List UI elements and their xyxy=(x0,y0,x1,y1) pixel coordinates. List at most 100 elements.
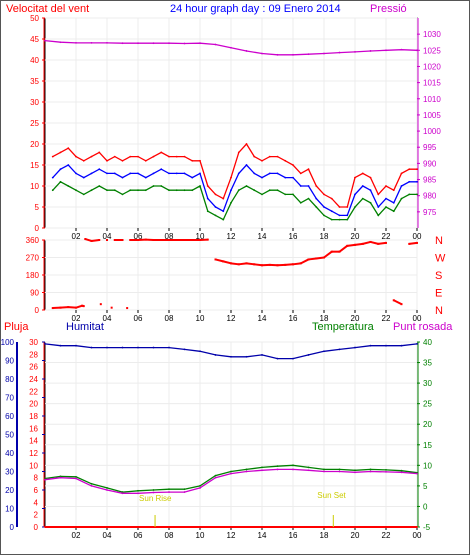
wind-average-line-point xyxy=(392,201,395,204)
wind-speed-line-point xyxy=(377,214,380,217)
wind-speed-tick-label: 35 xyxy=(30,77,39,86)
wind-average-line-point xyxy=(276,172,279,175)
wind-speed-line-point xyxy=(222,218,225,221)
wind-average-line-point xyxy=(315,197,318,200)
rain-tick-label: 0 xyxy=(34,523,39,532)
wind-speed-line-point xyxy=(284,193,287,196)
dewpoint-line-point xyxy=(214,476,217,479)
climate-time-tick-label: 02 xyxy=(72,531,81,540)
climate-time-tick-label: 18 xyxy=(320,531,329,540)
temperature-line-point xyxy=(230,470,232,473)
temperature-line-point xyxy=(338,468,341,471)
wind-average-line-point xyxy=(51,176,54,179)
direction-time-tick-label: 00 xyxy=(413,314,422,323)
humidity-line-point xyxy=(245,355,248,358)
wind-speed-line-point xyxy=(245,185,248,187)
wind-speed-line-point xyxy=(400,197,403,200)
climate-time-tick-label: 10 xyxy=(196,531,205,540)
wind-gust-line-point xyxy=(183,155,186,158)
wind-speed-line-point xyxy=(330,218,333,221)
wind-gust-line-point xyxy=(385,185,387,187)
temperature-tick-label: 40 xyxy=(423,338,432,347)
humidity-line-point xyxy=(261,354,263,356)
wind-gust-line-point xyxy=(222,197,225,200)
temperature-tick-label: 30 xyxy=(423,379,432,388)
dewpoint-line-point xyxy=(75,477,77,480)
pressure-line-point xyxy=(59,41,62,44)
pressure-tick-label: 980 xyxy=(423,192,437,201)
wind-gust-line-point xyxy=(338,206,341,208)
wind-average-line-point xyxy=(330,210,333,213)
temperature-tick-label: 25 xyxy=(423,400,432,409)
pressure-line-point xyxy=(90,41,93,44)
wind-speed-line-point xyxy=(261,193,263,196)
wind-average-line-point xyxy=(168,172,170,175)
dewpoint-line-point xyxy=(292,468,294,471)
humidity-line-point xyxy=(323,350,325,353)
humidity-line-point xyxy=(59,344,62,347)
compass-label: W xyxy=(435,253,446,265)
dewpoint-line-point xyxy=(121,492,124,495)
wind-average-line-point xyxy=(67,164,70,166)
dewpoint-line-point xyxy=(152,491,155,494)
direction-time-tick-label: 14 xyxy=(258,314,267,323)
wind-speed-line-point xyxy=(67,185,70,187)
humidity-line-point xyxy=(276,357,279,360)
direction-run xyxy=(378,241,387,245)
rain-tick-label: 20 xyxy=(29,400,38,409)
pressure-line-point xyxy=(276,53,279,56)
wind-average-line-point xyxy=(369,189,372,192)
climate-time-tick-label: 00 xyxy=(413,531,422,540)
compass-label: N xyxy=(435,305,443,317)
temperature-line-point xyxy=(307,466,310,469)
wind-gust-line-point xyxy=(354,176,356,179)
rain-tick-label: 2 xyxy=(34,511,39,520)
pressure-line-point xyxy=(245,50,248,52)
wind-average-line-point xyxy=(75,172,77,175)
dewpoint-line-point xyxy=(106,489,108,491)
wind-speed-line-point xyxy=(392,210,395,213)
humidity-line-point xyxy=(369,344,372,347)
climate-time-tick-label: 12 xyxy=(227,531,236,540)
wind-time-tick-label: 22 xyxy=(382,232,391,241)
wind-average-line-point xyxy=(90,172,93,175)
wind-speed-tick-label: 30 xyxy=(30,98,39,107)
pressure-line-point xyxy=(369,50,372,52)
wind-speed-line-point xyxy=(361,197,364,200)
wind-speed-line-point xyxy=(129,189,132,192)
temperature-line-point xyxy=(323,468,325,471)
wind-gust-line-point xyxy=(361,172,364,175)
wind-average-line-point xyxy=(199,172,201,175)
wind-average-line-point xyxy=(261,176,263,179)
wind-average-line xyxy=(52,164,417,217)
climate-time-tick-label: 20 xyxy=(351,531,360,540)
direction-run xyxy=(323,250,333,259)
temperature-tick-label: 5 xyxy=(423,482,428,491)
temperature-tick-label: 15 xyxy=(423,441,432,450)
rain-tick-label: 18 xyxy=(29,412,38,421)
humidity-tick-label: 0 xyxy=(10,523,15,532)
wind-average-line-point xyxy=(268,172,271,175)
pressure-line-point xyxy=(152,42,155,45)
direction-time-axis: 02 04 06 08 10 12 14 16 18 20 22 00 xyxy=(72,310,422,323)
wind-average-line-point xyxy=(121,176,124,179)
compass-label: E xyxy=(435,288,442,300)
wind-speed-line-point xyxy=(299,201,302,204)
wind-average-line-point xyxy=(284,176,287,179)
wind-average-line-point xyxy=(144,176,147,179)
direction-tick-label: 0 xyxy=(35,306,40,315)
wind-average-line-point xyxy=(191,176,194,179)
temperature-tick-label: 0 xyxy=(423,502,428,511)
pressure-tick-label: 1025 xyxy=(423,46,441,55)
pressure-line-point xyxy=(44,39,46,42)
compass-label: N xyxy=(435,235,443,247)
temperature-line-point xyxy=(276,465,279,468)
dewpoint-line-point xyxy=(261,469,263,472)
rain-tick-label: 30 xyxy=(29,338,38,347)
pressure-line-point xyxy=(354,51,356,53)
wind-speed-line-point xyxy=(121,193,124,196)
temperature-line-point xyxy=(292,464,294,467)
humidity-tick-label: 10 xyxy=(5,505,14,514)
temperature-line-point xyxy=(400,469,403,472)
